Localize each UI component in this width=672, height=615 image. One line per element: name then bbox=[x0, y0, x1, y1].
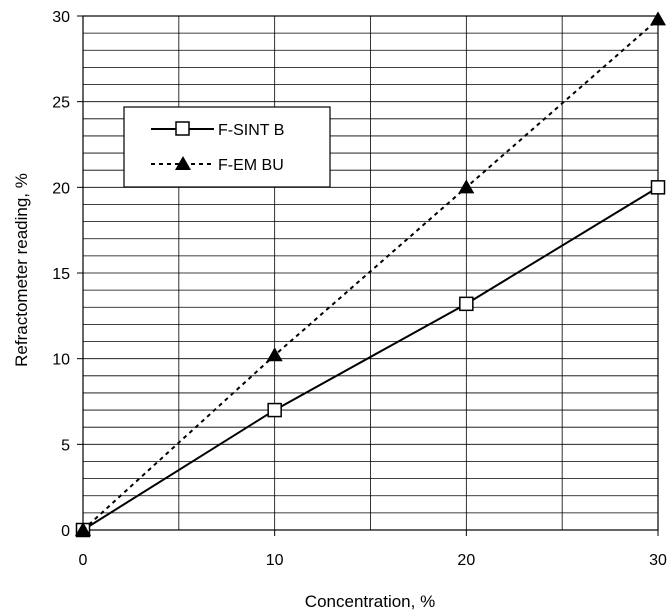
x-tick-label: 20 bbox=[457, 552, 475, 569]
legend-marker-f-sint-b bbox=[175, 121, 190, 136]
data-point-f-sint-b bbox=[650, 180, 666, 195]
series-layer bbox=[75, 11, 666, 538]
y-tick-label: 30 bbox=[52, 9, 70, 26]
data-point-f-em-bu bbox=[650, 11, 666, 26]
y-axis-ticks: 0 5 10 15 20 25 30 bbox=[52, 9, 83, 540]
data-point-f-sint-b bbox=[459, 296, 474, 312]
legend-marker-f-em-bu bbox=[175, 156, 191, 170]
x-axis-ticks: 0 10 20 30 bbox=[79, 530, 667, 569]
y-axis-label: Refractometer reading, % bbox=[12, 173, 31, 367]
series-line-f-em-bu bbox=[82, 18, 659, 531]
y-tick-label: 25 bbox=[52, 95, 70, 112]
x-axis-label: Concentration, % bbox=[305, 592, 435, 611]
data-point-f-sint-b bbox=[267, 402, 282, 418]
legend-box bbox=[123, 106, 331, 188]
y-tick-label: 10 bbox=[52, 352, 70, 369]
series-line-f-sint-b bbox=[82, 186, 659, 531]
legend: F-SINT B F-EM BU bbox=[123, 106, 331, 188]
plot-grid bbox=[83, 16, 658, 530]
y-tick-label: 20 bbox=[52, 180, 70, 197]
data-point-f-em-bu bbox=[266, 347, 283, 362]
y-tick-label: 5 bbox=[61, 437, 70, 454]
legend-label-f-sint-b: F-SINT B bbox=[218, 122, 284, 139]
y-tick-label: 0 bbox=[61, 523, 70, 540]
x-tick-label: 10 bbox=[266, 552, 284, 569]
data-point-f-em-bu bbox=[75, 522, 91, 536]
x-tick-label: 0 bbox=[79, 552, 88, 569]
x-tick-label: 30 bbox=[649, 552, 667, 569]
y-tick-label: 15 bbox=[52, 266, 70, 283]
data-point-f-em-bu bbox=[458, 179, 475, 194]
legend-label-f-em-bu: F-EM BU bbox=[218, 157, 284, 174]
